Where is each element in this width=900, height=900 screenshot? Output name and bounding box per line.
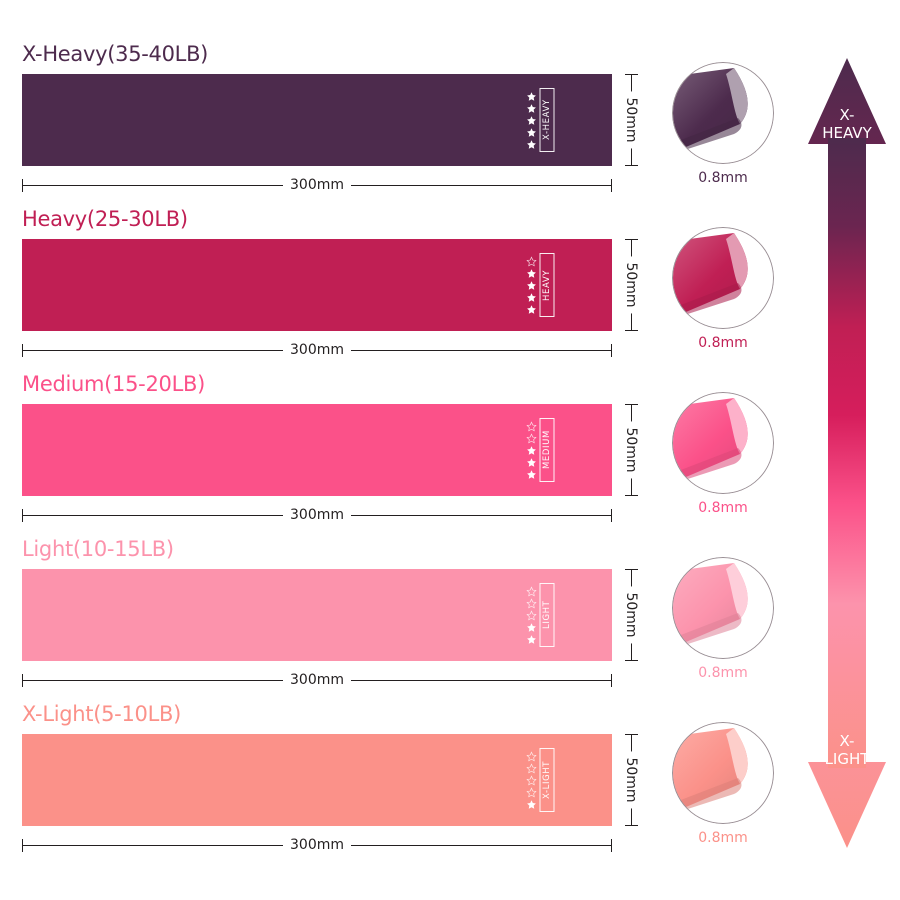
- star-outline-icon: [525, 609, 537, 620]
- thickness-callout-icon: [672, 392, 774, 494]
- width-dimension-label: 300mm: [283, 506, 351, 524]
- double-arrow-icon: [808, 58, 886, 848]
- width-dimension-label: 300mm: [283, 836, 351, 854]
- star-filled-icon: [526, 469, 536, 479]
- height-dimension-label: 50mm: [623, 91, 639, 149]
- thickness-callout-icon: [672, 557, 774, 659]
- thickness-callout: 0.8mm: [668, 557, 778, 681]
- star-outline-icon: [525, 597, 537, 608]
- arrow-bottom-label: X- LIGHT: [824, 732, 870, 768]
- star-filled-icon: [526, 115, 536, 125]
- band-printed-mark: LIGHT: [525, 579, 554, 651]
- thickness-label: 0.8mm: [698, 665, 748, 681]
- thickness-callout-icon: [672, 227, 774, 329]
- star-rating: [526, 84, 537, 156]
- star-filled-icon: [526, 799, 536, 809]
- band-title: X-Light(5-10LB): [22, 702, 181, 726]
- height-dimension-label: 50mm: [623, 586, 639, 644]
- band-strip: LIGHT: [22, 569, 612, 661]
- star-filled-icon: [526, 127, 536, 137]
- star-filled-icon: [526, 304, 536, 314]
- band-title: Light(10-15LB): [22, 537, 174, 561]
- band-mark-name: LIGHT: [539, 583, 554, 647]
- star-filled-icon: [526, 91, 536, 101]
- star-outline-icon: [525, 750, 537, 761]
- height-dimension: 50mm: [620, 404, 642, 496]
- height-dimension: 50mm: [620, 239, 642, 331]
- resistance-scale-arrow: X- HEAVY X- LIGHT: [808, 58, 886, 848]
- height-dimension-label: 50mm: [623, 256, 639, 314]
- thickness-label: 0.8mm: [698, 335, 748, 351]
- star-filled-icon: [526, 139, 536, 149]
- star-filled-icon: [526, 280, 536, 290]
- height-dimension: 50mm: [620, 569, 642, 661]
- star-rating: [525, 579, 537, 651]
- width-dimension-label: 300mm: [283, 176, 351, 194]
- star-filled-icon: [526, 445, 536, 455]
- thickness-label: 0.8mm: [698, 830, 748, 846]
- thickness-callout-icon: [672, 722, 774, 824]
- thickness-callout: 0.8mm: [668, 392, 778, 516]
- band-printed-mark: HEAVY: [525, 249, 554, 321]
- star-rating: [525, 744, 537, 816]
- band-mark-name: MEDIUM: [539, 418, 554, 482]
- star-outline-icon: [525, 786, 537, 797]
- star-outline-icon: [525, 255, 537, 266]
- band-mark-name: X-LIGHT: [539, 748, 554, 812]
- star-filled-icon: [526, 268, 536, 278]
- thickness-callout: 0.8mm: [668, 722, 778, 846]
- height-dimension-label: 50mm: [623, 421, 639, 479]
- star-filled-icon: [526, 457, 536, 467]
- star-outline-icon: [525, 762, 537, 773]
- thickness-callout-icon: [672, 62, 774, 164]
- band-title: Heavy(25-30LB): [22, 207, 188, 231]
- band-printed-mark: X-LIGHT: [525, 744, 554, 816]
- thickness-callout: 0.8mm: [668, 227, 778, 351]
- height-dimension: 50mm: [620, 74, 642, 166]
- width-dimension: 300mm: [22, 671, 612, 689]
- thickness-callout: 0.8mm: [668, 62, 778, 186]
- width-dimension-label: 300mm: [283, 341, 351, 359]
- band-strip: X-LIGHT: [22, 734, 612, 826]
- thickness-label: 0.8mm: [698, 170, 748, 186]
- band-strip: MEDIUM: [22, 404, 612, 496]
- star-outline-icon: [525, 774, 537, 785]
- star-filled-icon: [526, 634, 536, 644]
- star-outline-icon: [525, 585, 537, 596]
- star-outline-icon: [525, 432, 537, 443]
- star-rating: [525, 249, 537, 321]
- star-rating: [525, 414, 537, 486]
- width-dimension: 300mm: [22, 176, 612, 194]
- thickness-label: 0.8mm: [698, 500, 748, 516]
- width-dimension: 300mm: [22, 506, 612, 524]
- star-filled-icon: [526, 292, 536, 302]
- height-dimension: 50mm: [620, 734, 642, 826]
- band-strip: HEAVY: [22, 239, 612, 331]
- band-mark-name: HEAVY: [539, 253, 554, 317]
- band-printed-mark: MEDIUM: [525, 414, 554, 486]
- band-printed-mark: X-HEAVY: [526, 84, 554, 156]
- band-strip: X-HEAVY: [22, 74, 612, 166]
- height-dimension-label: 50mm: [623, 751, 639, 809]
- arrow-top-label: X- HEAVY: [822, 106, 872, 142]
- star-filled-icon: [526, 103, 536, 113]
- width-dimension-label: 300mm: [283, 671, 351, 689]
- width-dimension: 300mm: [22, 341, 612, 359]
- star-filled-icon: [526, 622, 536, 632]
- band-mark-name: X-HEAVY: [539, 88, 554, 152]
- star-outline-icon: [525, 420, 537, 431]
- band-title: Medium(15-20LB): [22, 372, 205, 396]
- width-dimension: 300mm: [22, 836, 612, 854]
- band-title: X-Heavy(35-40LB): [22, 42, 209, 66]
